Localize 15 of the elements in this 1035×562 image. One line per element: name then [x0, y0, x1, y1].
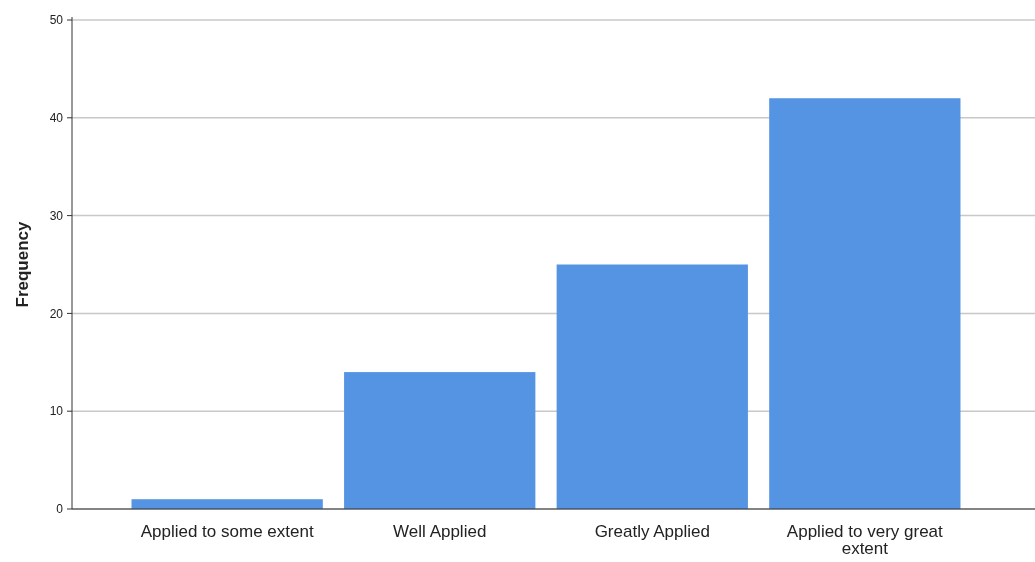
y-axis-title: Frequency	[13, 220, 32, 308]
y-tick-label: 10	[49, 404, 64, 419]
y-tick-label: 50	[49, 13, 64, 28]
y-tick-label: 20	[49, 306, 64, 321]
bar	[344, 372, 536, 509]
y-tick-label: 0	[56, 502, 64, 517]
bar	[556, 264, 748, 509]
x-tick-label: Applied to some extent	[140, 522, 314, 541]
y-tick-label: 40	[49, 111, 64, 125]
x-tick-label: Well Applied	[393, 522, 487, 541]
bar	[769, 98, 961, 509]
y-tick-label: 30	[49, 208, 64, 223]
x-tick-label: Applied to very great extent	[786, 522, 944, 558]
bar	[131, 499, 323, 509]
x-tick-label: Greatly Applied	[594, 522, 710, 541]
